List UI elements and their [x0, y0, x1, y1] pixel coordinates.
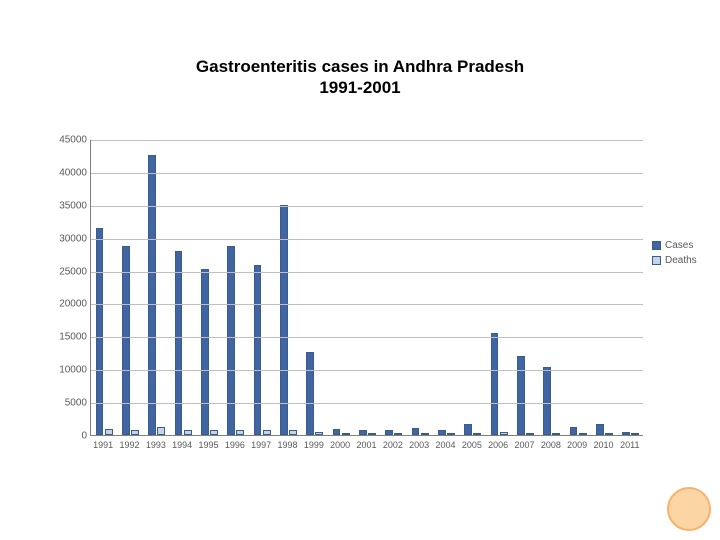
bar-cases — [175, 251, 183, 435]
bar-deaths — [605, 433, 613, 435]
bar-cases — [148, 155, 156, 435]
bar-deaths — [184, 430, 192, 435]
bar-deaths — [315, 432, 323, 435]
x-tick-label: 1997 — [251, 440, 271, 450]
bar-cases — [385, 430, 393, 435]
bar-cases — [622, 432, 630, 435]
bar-cases — [333, 429, 341, 435]
title-line-2: 1991-2001 — [319, 78, 400, 97]
title-line-1: Gastroenteritis cases in Andhra Pradesh — [196, 57, 524, 76]
bars-layer — [91, 140, 643, 435]
x-axis-labels: 1991 1992 1993 1994 1995 1996 1997 1998 1999 2000… — [90, 436, 643, 460]
plot-area: 0500010000150002000025000300003500040000… — [90, 140, 643, 436]
x-tick-label: 2006 — [488, 440, 508, 450]
grid-line — [91, 304, 643, 305]
y-tick-label: 20000 — [59, 299, 91, 310]
x-tick-label: 1991 — [93, 440, 113, 450]
x-tick-label: 1994 — [172, 440, 192, 450]
bar-cases — [596, 424, 604, 435]
decorative-circle-icon — [666, 486, 712, 532]
legend: Cases Deaths — [652, 240, 714, 270]
y-tick-label: 5000 — [65, 398, 91, 409]
bar-deaths — [105, 429, 113, 435]
bar-deaths — [368, 433, 376, 435]
legend-item: Cases — [652, 240, 714, 251]
x-tick-label: 2009 — [567, 440, 587, 450]
slide: Gastroenteritis cases in Andhra Pradesh … — [0, 0, 720, 540]
legend-label: Cases — [665, 240, 693, 251]
bar-deaths — [131, 430, 139, 435]
x-tick-label: 2005 — [462, 440, 482, 450]
bar-deaths — [342, 433, 350, 435]
x-tick-label: 2010 — [593, 440, 613, 450]
grid-line — [91, 140, 643, 141]
bar-cases — [359, 430, 367, 435]
x-tick-label: 1995 — [198, 440, 218, 450]
bar-deaths — [421, 433, 429, 435]
bar-cases — [543, 367, 551, 435]
bar-cases — [570, 427, 578, 435]
x-tick-label: 2000 — [330, 440, 350, 450]
grid-line — [91, 337, 643, 338]
bar-cases — [412, 428, 420, 435]
bar-deaths — [394, 433, 402, 435]
x-tick-label: 2004 — [435, 440, 455, 450]
bar-cases — [464, 424, 472, 435]
bar-deaths — [447, 433, 455, 435]
bar-deaths — [157, 427, 165, 435]
bar-deaths — [579, 433, 587, 435]
y-tick-label: 25000 — [59, 266, 91, 277]
x-tick-label: 2003 — [409, 440, 429, 450]
grid-line — [91, 272, 643, 273]
bar-cases — [201, 269, 209, 435]
chart-title: Gastroenteritis cases in Andhra Pradesh … — [0, 56, 720, 99]
y-tick-label: 10000 — [59, 365, 91, 376]
x-tick-label: 2002 — [383, 440, 403, 450]
x-tick-label: 1999 — [304, 440, 324, 450]
grid-line — [91, 370, 643, 371]
y-tick-label: 30000 — [59, 233, 91, 244]
bar-deaths — [263, 430, 271, 435]
legend-swatch-icon — [652, 241, 661, 250]
bar-cases — [306, 352, 314, 435]
y-tick-label: 45000 — [59, 135, 91, 146]
bar-deaths — [526, 433, 534, 435]
bar-deaths — [552, 433, 560, 435]
chart-area: 0500010000150002000025000300003500040000… — [48, 140, 643, 460]
bar-cases — [491, 333, 499, 435]
x-tick-label: 1998 — [277, 440, 297, 450]
bar-deaths — [631, 433, 639, 435]
grid-line — [91, 206, 643, 207]
bar-cases — [254, 265, 262, 435]
legend-item: Deaths — [652, 255, 714, 266]
y-tick-label: 40000 — [59, 167, 91, 178]
x-tick-label: 2007 — [514, 440, 534, 450]
x-tick-label: 1993 — [146, 440, 166, 450]
y-tick-label: 15000 — [59, 332, 91, 343]
bar-cases — [122, 246, 130, 435]
y-tick-label: 35000 — [59, 200, 91, 211]
grid-line — [91, 173, 643, 174]
x-tick-label: 2008 — [541, 440, 561, 450]
grid-line — [91, 403, 643, 404]
x-tick-label: 2011 — [620, 440, 639, 450]
x-tick-label: 1992 — [119, 440, 139, 450]
x-tick-label: 1996 — [225, 440, 245, 450]
grid-line — [91, 239, 643, 240]
bar-deaths — [236, 430, 244, 435]
bar-deaths — [500, 432, 508, 435]
bar-deaths — [473, 433, 481, 435]
bar-cases — [438, 430, 446, 435]
x-tick-label: 2001 — [356, 440, 376, 450]
bar-deaths — [289, 430, 297, 435]
legend-swatch-icon — [652, 256, 661, 265]
bar-deaths — [210, 430, 218, 435]
bar-cases — [517, 356, 525, 435]
bar-cases — [227, 246, 235, 435]
legend-label: Deaths — [665, 255, 697, 266]
